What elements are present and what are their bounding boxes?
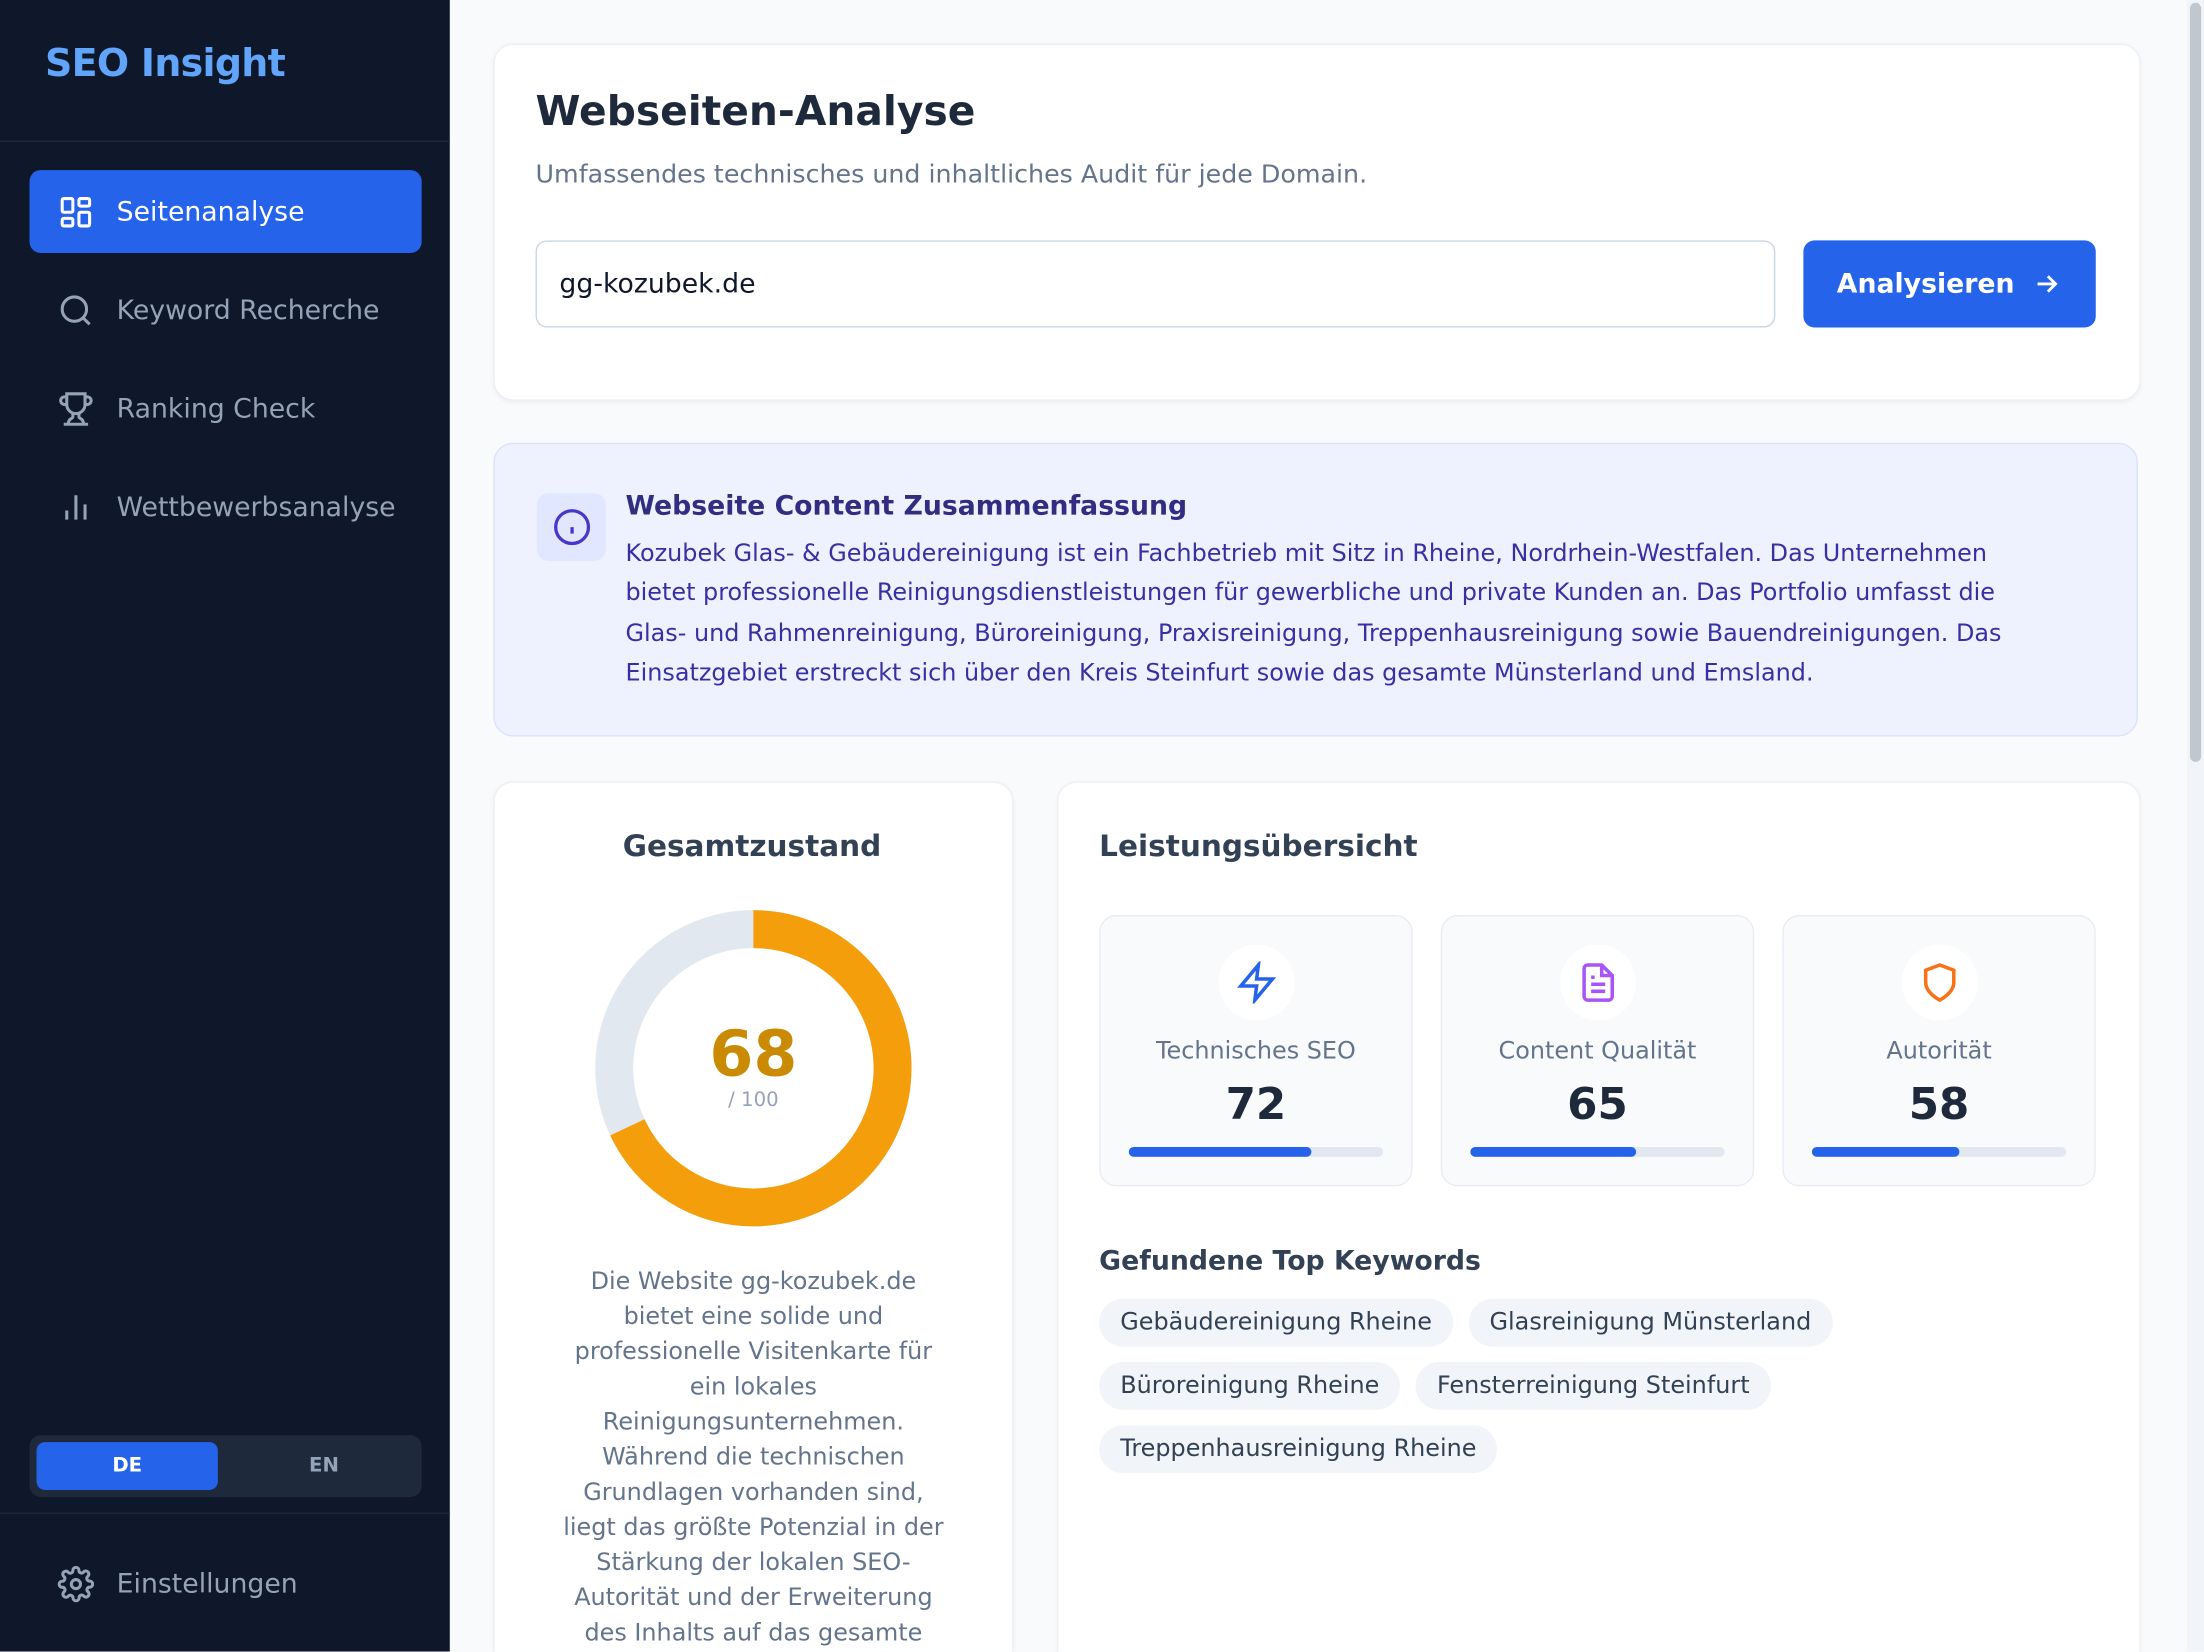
summary-box: Webseite Content Zusammenfassung Kozubek… [493, 442, 2138, 737]
metric-icon [1560, 944, 1637, 1021]
keyword-chip: Gebäudereinigung Rheine [1099, 1298, 1453, 1347]
button-label: Analysieren [1836, 268, 2015, 300]
score-max: / 100 [728, 1089, 779, 1112]
keyword-chip: Büroreinigung Rheine [1099, 1362, 1401, 1410]
metric-icon [1901, 944, 1978, 1021]
keyword-list: Gebäudereinigung Rheine Glasreinigung Mün… [1099, 1298, 2083, 1474]
metric-value: 72 [1225, 1079, 1287, 1131]
keyword-chip: Glasreinigung Münsterland [1468, 1298, 1833, 1347]
nav-item[interactable]: Ranking Check [30, 367, 422, 450]
icon [1923, 963, 1956, 1003]
progress-track [1811, 1146, 2067, 1157]
metric-label: Technisches SEO [1155, 1037, 1356, 1066]
metric-card: Content Qualität 65 [1440, 915, 1755, 1187]
settings-link[interactable]: Einstellungen [30, 1542, 422, 1625]
nav-label: Seitenanalyse [116, 196, 305, 228]
icon [1237, 961, 1277, 1004]
keyword-chip: Fensterreinigung Steinfurt [1415, 1362, 1771, 1410]
progress-track [1470, 1146, 1725, 1157]
language-button[interactable]: EN [309, 1454, 339, 1478]
info-icon [536, 493, 606, 561]
progress-bar [1811, 1146, 1960, 1157]
summary-text: Kozubek Glas- & Gebäudereinigung ist ein… [625, 539, 2002, 688]
nav-label: Keyword Recherche [116, 294, 380, 326]
sidebar: SEO Insight Seitenanalyse Keyword Recher… [0, 0, 450, 1652]
nav-item[interactable]: Seitenanalyse [29, 170, 422, 254]
input-value: gg-kozubek.de [559, 268, 756, 300]
scrollbar-thumb [2189, 2, 2202, 762]
metric-card: Autorität 58 [1782, 915, 2096, 1187]
metric-value: 65 [1567, 1079, 1628, 1131]
analyze-button[interactable]: Analysieren [1803, 240, 2096, 328]
overall-title: Gesamtzustand [622, 829, 882, 864]
summary-title: Webseite Content Zusammenfassung [625, 490, 1188, 522]
progress-bar [1128, 1146, 1312, 1157]
ring-value [595, 910, 912, 1227]
overall-description: Die Website gg-kozubek.de bietet eine so… [563, 1267, 944, 1648]
keyword-chip: Treppenhausreinigung Rheine [1099, 1425, 1498, 1474]
page-title: Webseiten-Analyse [535, 87, 976, 135]
language-toggle: DE EN [29, 1435, 422, 1497]
language-button[interactable]: DE [36, 1442, 218, 1490]
scrollbar [2187, 0, 2204, 1652]
metric-label: Content Qualität [1498, 1037, 1697, 1066]
nav-item[interactable]: Wettbewerbsanalyse [30, 465, 422, 548]
metric-value: 58 [1908, 1079, 1970, 1131]
domain-input[interactable]: gg-kozubek.de [535, 240, 1776, 328]
nav-item[interactable]: Keyword Recherche [30, 268, 422, 351]
metric-label: Autorität [1886, 1037, 1992, 1066]
icon [1582, 963, 1614, 1002]
performance-title: Leistungsübersicht [1099, 829, 1418, 864]
search-card [493, 43, 2141, 401]
score-ring [595, 910, 912, 1227]
metric-card: Technisches SEO 72 [1099, 915, 1413, 1187]
progress-track [1128, 1146, 1384, 1157]
keywords-title: Gefundene Top Keywords [1099, 1245, 1481, 1277]
nav-label: Wettbewerbsanalyse [116, 491, 396, 523]
page-subtitle: Umfassendes technisches und inhaltliches… [535, 160, 1368, 190]
brand: SEO Insight [44, 42, 286, 86]
performance-card [1057, 781, 2141, 1652]
nav-label: Ranking Check [116, 392, 316, 424]
settings-label: Einstellungen [116, 1567, 298, 1599]
metric-icon [1218, 944, 1295, 1021]
score-value: 68 [709, 1016, 798, 1091]
divider [0, 140, 450, 142]
progress-bar [1470, 1146, 1636, 1157]
divider [0, 1512, 450, 1514]
